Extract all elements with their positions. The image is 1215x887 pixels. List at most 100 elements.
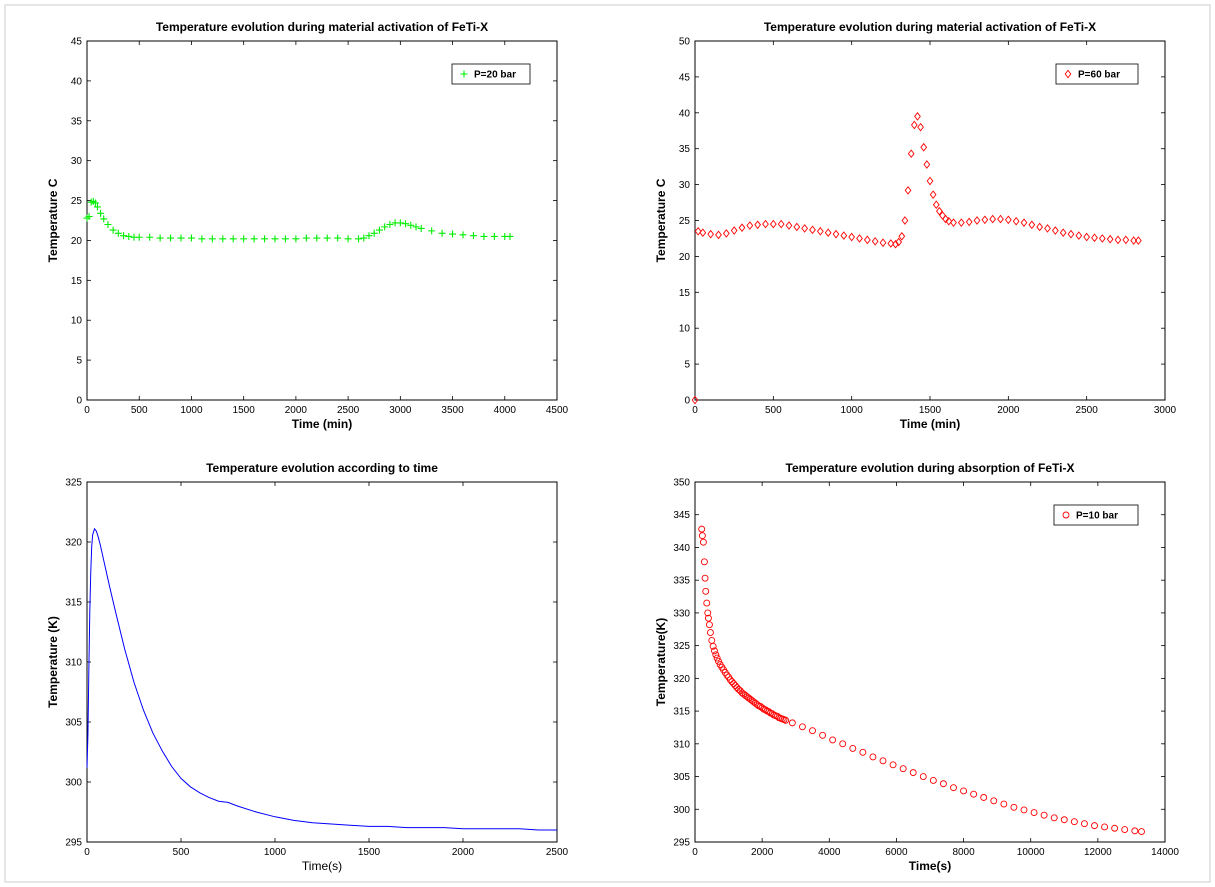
chart-0-data-point	[313, 234, 321, 242]
chart-1-data-point	[746, 221, 754, 230]
chart-3-data-point	[869, 753, 877, 761]
chart-0-xtick-label: 3500	[441, 405, 464, 416]
chart-3-ytick-label: 330	[673, 608, 690, 619]
chart-1-data-point	[722, 229, 730, 238]
chart-1-data-point	[895, 237, 903, 247]
chart-1-legend-marker	[1064, 69, 1072, 79]
chart-0-xtick-label: 1000	[180, 405, 203, 416]
chart-0-data-point	[417, 224, 425, 232]
chart-0-legend-label: P=20 bar	[474, 70, 516, 81]
chart-0-data-point	[240, 235, 248, 243]
chart-1-ytick-label: 5	[684, 360, 690, 371]
chart-0-ytick-label: 40	[71, 76, 83, 87]
chart-1-data-point	[754, 220, 762, 230]
chart-0-data-point	[135, 233, 143, 241]
chart-3-legend-label: P=10 bar	[1076, 511, 1118, 522]
chart-0-legend-box	[451, 63, 531, 85]
chart-3-data-point	[698, 532, 706, 540]
chart-3-data-point	[960, 787, 968, 795]
chart-3-data-point	[1000, 800, 1008, 808]
chart-3-data-point	[705, 621, 713, 629]
chart-3-data-point	[950, 784, 957, 792]
chart-3-data-point	[1040, 811, 1048, 819]
chart-1-data-point	[1091, 233, 1098, 243]
chart-3-data-point	[939, 780, 947, 788]
chart-0-data-point	[219, 235, 227, 243]
chart-1-ytick-label: 15	[679, 288, 691, 299]
chart-3-data-point	[899, 765, 907, 773]
chart-0-data-point	[396, 219, 404, 227]
chart-3-ytick-label: 325	[673, 641, 690, 652]
chart-1-ytick-label: 45	[679, 72, 691, 83]
chart-0-data-point	[407, 221, 415, 229]
chart-2-ytick-label: 300	[65, 778, 82, 789]
chart-3-data-point	[730, 680, 738, 688]
chart-0-ytick-label: 5	[76, 356, 82, 367]
chart-3-ylabel: Temperature(K)	[654, 618, 668, 706]
chart-1-data-point	[1130, 236, 1138, 245]
chart-2-ytick-label: 310	[65, 658, 82, 669]
figure-frame	[4, 4, 1211, 883]
chart-3-data-point	[1131, 827, 1139, 835]
chart-3-xtick-label: 4000	[818, 847, 841, 858]
chart-1-ytick-label: 20	[679, 252, 691, 263]
chart-1-ytick-label: 0	[684, 396, 690, 407]
chart-0-data-point	[146, 233, 154, 241]
chart-1-data-point	[929, 190, 937, 199]
chart-2-axes-box	[86, 481, 558, 843]
chart-0-xtick-label: 3000	[389, 405, 412, 416]
chart-3-data-point	[798, 723, 806, 731]
chart-3-data-point	[728, 678, 736, 686]
chart-3-ytick-label: 310	[673, 739, 690, 750]
chart-1-ytick-label: 40	[679, 108, 691, 119]
chart-0-ytick-label: 30	[71, 156, 83, 167]
chart-0-data-point	[355, 235, 363, 243]
chart-0-data-point	[302, 234, 310, 242]
chart-1-data-point	[1098, 234, 1106, 243]
chart-1-data-point	[863, 235, 871, 245]
chart-0-data-point	[125, 232, 133, 240]
chart-3-data-point	[1080, 820, 1088, 828]
chart-3-data-point	[849, 744, 857, 752]
chart-0-data-point	[469, 232, 477, 240]
chart-1-data-point	[904, 186, 912, 195]
chart-3-xtick-label: 12000	[1084, 847, 1112, 858]
chart-2-xtick-label: 0	[84, 847, 90, 858]
chart-1-data-point	[816, 226, 824, 236]
chart-0-data-point	[91, 199, 99, 207]
chart-1-data-point	[856, 234, 863, 243]
chart-1-data-point	[1004, 215, 1012, 225]
chart-2-ytick-label: 325	[65, 478, 82, 489]
chart-1-ytick-label: 10	[679, 324, 691, 335]
chart-1-data-point	[691, 395, 699, 405]
chart-1-data-point	[840, 231, 848, 240]
chart-0-xtick-label: 0	[84, 405, 90, 416]
chart-1-data-point	[901, 216, 909, 225]
chart-1-data-point	[981, 215, 989, 225]
chart-1-data-point	[871, 236, 879, 246]
chart-0-data-point	[370, 229, 378, 237]
chart-1-data-point	[914, 112, 921, 121]
chart-3-data-point	[699, 538, 707, 546]
chart-3-data-point	[919, 773, 927, 780]
chart-0-data-point	[97, 209, 105, 217]
chart-3-ytick-label: 335	[673, 576, 690, 587]
chart-3-data-point	[706, 629, 714, 636]
chart-1-xtick-label: 1500	[919, 405, 942, 416]
chart-1-legend-box	[1055, 63, 1139, 85]
chart-3-data-point	[711, 647, 718, 655]
chart-1-data-point	[694, 226, 702, 236]
chart-2-ytick-label: 320	[65, 538, 82, 549]
chart-3-data-point	[1138, 828, 1145, 835]
chart-0-xtick-label: 2000	[285, 405, 308, 416]
chart-3-data-point	[753, 701, 761, 708]
chart-1-data-point	[699, 228, 707, 238]
chart-0-xtick-label: 4500	[546, 405, 569, 416]
chart-1: 0 500 1000 1500 2000 2500 3000 0 5 10 15 20 25 30 35 40…	[654, 20, 1177, 431]
chart-1-data-point	[910, 120, 918, 130]
chart-0-data-point	[281, 235, 289, 243]
chart-1-data-point	[1134, 236, 1142, 245]
chart-3-data-point	[698, 525, 706, 533]
chart-3-data-point	[762, 706, 769, 714]
chart-0-data-point	[104, 220, 112, 228]
